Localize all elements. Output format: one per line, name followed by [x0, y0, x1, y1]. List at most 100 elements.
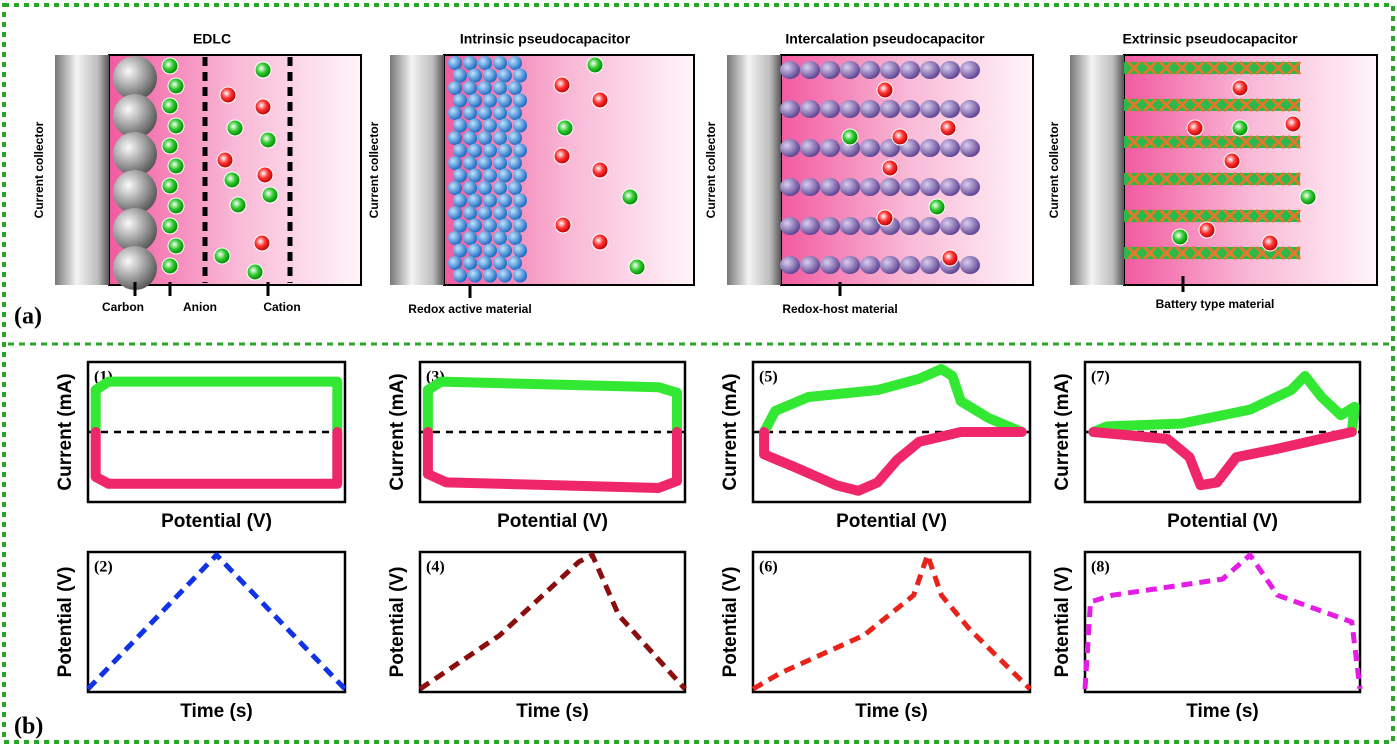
redox-site — [508, 206, 522, 220]
host-atom — [880, 256, 900, 274]
redox-site — [493, 156, 507, 170]
host-atom — [840, 217, 860, 235]
redox-site — [463, 206, 477, 220]
material-label: Cation — [263, 300, 300, 314]
redox-site — [463, 156, 477, 170]
host-atom — [820, 61, 840, 79]
ion — [842, 129, 858, 145]
x-axis-label: Time (s) — [855, 701, 928, 722]
host-atom — [800, 256, 820, 274]
redox-site — [448, 181, 462, 195]
host-atom — [820, 217, 840, 235]
redox-site — [448, 106, 462, 120]
ion — [942, 250, 958, 266]
host-atom — [960, 178, 980, 196]
ion — [929, 199, 945, 215]
host-atom — [860, 256, 880, 274]
plot-frame — [88, 552, 345, 692]
redox-site — [448, 81, 462, 95]
host-atom — [960, 139, 980, 157]
host-atom — [920, 256, 940, 274]
material-label: Anion — [183, 300, 217, 314]
redox-site — [508, 106, 522, 120]
redox-site — [498, 269, 512, 283]
redox-site — [513, 194, 527, 208]
ion — [162, 258, 178, 274]
host-atom — [860, 61, 880, 79]
redox-site — [493, 206, 507, 220]
ion — [255, 62, 271, 78]
redox-site — [513, 269, 527, 283]
ion — [168, 238, 184, 254]
host-atom — [860, 139, 880, 157]
redox-site — [453, 269, 467, 283]
host-atom — [780, 61, 800, 79]
host-atom — [800, 100, 820, 118]
plot-frame — [420, 552, 685, 692]
host-atom — [780, 217, 800, 235]
redox-site — [463, 131, 477, 145]
drawing: EDLCCurrent collectorIntrinsic pseudocap… — [32, 31, 1377, 722]
plot-frame — [753, 552, 1030, 692]
redox-site — [448, 56, 462, 70]
collector-label: Current collector — [367, 121, 381, 218]
x-axis-label: Time (s) — [180, 701, 253, 722]
ion — [168, 198, 184, 214]
host-atom — [900, 100, 920, 118]
redox-site — [508, 256, 522, 270]
ion — [230, 197, 246, 213]
ion — [877, 210, 893, 226]
redox-site — [498, 69, 512, 83]
ion — [1172, 229, 1188, 245]
current-collector — [55, 55, 109, 285]
panel-label: (a) — [14, 304, 42, 330]
host-atom — [820, 178, 840, 196]
host-atom — [900, 178, 920, 196]
x-axis-label: Time (s) — [516, 701, 589, 722]
redox-site — [483, 244, 497, 258]
redox-site — [468, 194, 482, 208]
redox-site — [493, 231, 507, 245]
cell-title: Intrinsic pseudocapacitor — [460, 31, 631, 47]
redox-site — [508, 81, 522, 95]
redox-site — [468, 244, 482, 258]
redox-site — [478, 81, 492, 95]
ion — [1187, 120, 1203, 136]
redox-site — [493, 181, 507, 195]
ion — [162, 58, 178, 74]
material-label: Redox active material — [408, 302, 531, 316]
ion — [555, 217, 571, 233]
ion — [162, 178, 178, 194]
y-axis-label: Current (mA) — [1052, 373, 1073, 490]
redox-site — [478, 256, 492, 270]
redox-site — [483, 194, 497, 208]
ion — [168, 118, 184, 134]
host-atom — [960, 100, 980, 118]
redox-site — [483, 119, 497, 133]
material-label: Battery type material — [1156, 297, 1275, 311]
redox-site — [453, 169, 467, 183]
redox-site — [468, 94, 482, 108]
ion — [162, 98, 178, 114]
redox-site — [508, 131, 522, 145]
redox-site — [483, 269, 497, 283]
redox-site — [453, 219, 467, 233]
redox-site — [498, 244, 512, 258]
collector-label: Current collector — [1047, 121, 1061, 218]
ion — [554, 77, 570, 93]
plot-frame — [1085, 552, 1360, 692]
ion — [254, 235, 270, 251]
y-axis-label: Current (mA) — [387, 373, 408, 490]
host-atom — [820, 139, 840, 157]
carbon — [113, 56, 157, 100]
ion — [227, 120, 243, 136]
host-atom — [920, 61, 940, 79]
redox-site — [478, 56, 492, 70]
redox-site — [478, 106, 492, 120]
ion — [1285, 116, 1301, 132]
plot-label: (6) — [759, 559, 778, 576]
host-atom — [880, 178, 900, 196]
ion — [1224, 153, 1240, 169]
host-atom — [840, 256, 860, 274]
redox-site — [453, 119, 467, 133]
